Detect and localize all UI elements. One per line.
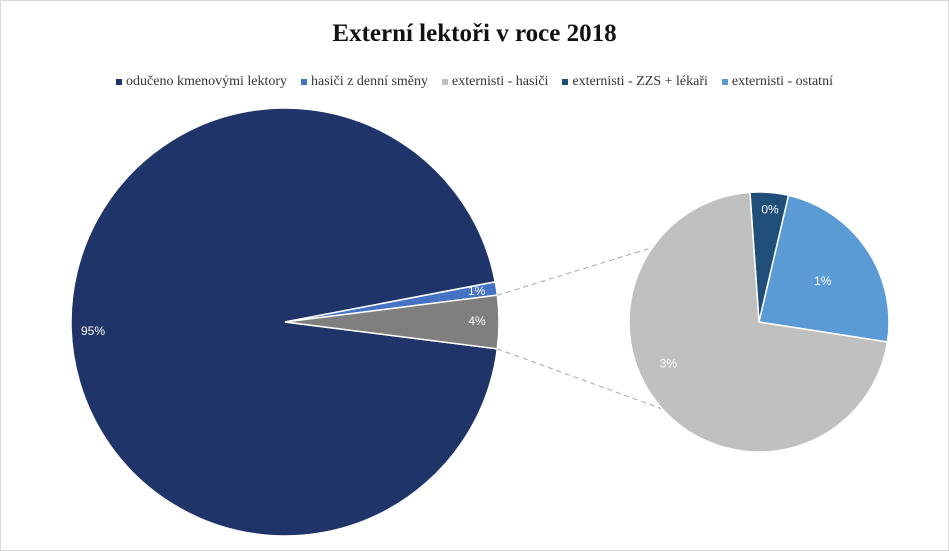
connector-line-bottom	[497, 348, 663, 410]
legend-item: externisti - ZZS + lékaři	[562, 74, 708, 90]
slice-data-label: 3%	[660, 356, 678, 370]
chart-legend: odučeno kmenovými lektory hasiči z denní …	[0, 74, 949, 90]
secondary-pie-slice-hasici	[628, 191, 889, 453]
legend-swatch	[442, 79, 449, 85]
legend-label: odučeno kmenovými lektory	[126, 74, 287, 89]
legend-item: externisti - hasiči	[442, 74, 548, 90]
slice-data-label: 1%	[468, 284, 486, 298]
main-pie-slice-kmenovi	[70, 107, 499, 537]
legend-item: externisti - ostatní	[721, 74, 833, 90]
legend-item: odučeno kmenovými lektory	[116, 74, 287, 90]
main-pie-slice-other	[284, 294, 500, 350]
legend-swatch	[562, 79, 569, 85]
legend-item: hasiči z denní směny	[301, 74, 428, 90]
legend-label: externisti - hasiči	[452, 74, 549, 89]
legend-label: externisti - ostatní	[731, 74, 833, 89]
legend-swatch	[116, 79, 123, 85]
legend-label: externisti - ZZS + lékaři	[572, 74, 708, 89]
legend-swatch	[721, 79, 728, 85]
legend-swatch	[301, 79, 307, 85]
chart-title: Externí lektoři v roce 2018	[332, 20, 617, 47]
secondary-pie-slice-ostatni	[758, 194, 890, 343]
slice-data-label: 0%	[761, 202, 779, 216]
slice-data-label: 4%	[468, 314, 486, 328]
connector-line-top	[497, 246, 653, 296]
slice-data-label: 95%	[81, 324, 105, 338]
slice-data-label: 1%	[814, 274, 832, 288]
legend-label: hasiči z denní směny	[311, 74, 429, 89]
